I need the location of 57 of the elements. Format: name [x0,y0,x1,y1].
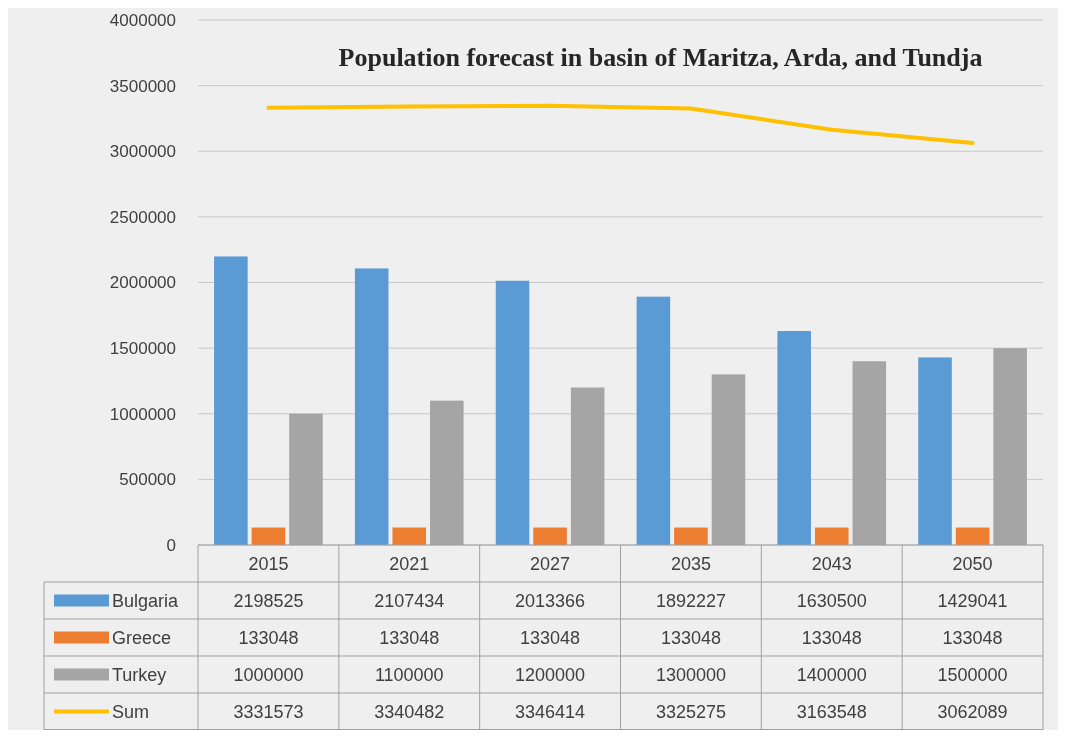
legend-label: Sum [112,701,150,722]
bar [251,527,286,545]
data-label: 2107434 [374,590,445,611]
y-tick-label: 1000000 [109,404,176,424]
data-label: 3346414 [515,701,586,722]
data-label: 2013366 [515,590,586,611]
data-label: 1500000 [937,664,1008,685]
data-label: 1200000 [515,664,586,685]
data-label: 2198525 [233,590,304,611]
y-tick-label: 1500000 [109,339,176,359]
text: Population forecast in basin of Maritza, Arda, and Tundja [338,43,983,72]
bar [814,527,849,545]
data-label: 1100000 [374,664,444,685]
bar [636,296,671,545]
x-tick-label: 2027 [530,553,571,574]
x-tick-label: 2015 [248,553,289,574]
bar [214,256,248,545]
x-tick-label: 2043 [811,553,852,574]
data-label: 3325275 [655,701,726,722]
data-label: 1300000 [655,664,726,685]
legend-label: Greece [112,627,172,648]
data-label: 133048 [520,627,581,648]
y-tick-label: 2000000 [109,273,176,293]
data-label: 133048 [942,627,1003,648]
bar [495,280,530,545]
y-tick-label: 500000 [119,470,176,490]
y-tick-label: 4000000 [109,10,176,30]
bar [777,331,811,545]
bar [918,357,952,545]
x-tick-label: 2035 [670,553,711,574]
y-tick-label: 2500000 [109,207,176,227]
data-label: 3163548 [796,701,867,722]
data-label: 3331573 [233,701,304,722]
data-label: 133048 [801,627,862,648]
y-tick-label: 3000000 [109,142,176,162]
x-tick-label: 2050 [952,553,993,574]
bar [392,527,427,545]
data-label: 3062089 [937,701,1008,722]
line-series [266,103,975,146]
bar [533,527,567,545]
legend-label: Bulgaria [112,590,180,611]
y-tick-label: 3500000 [109,76,176,96]
bar [354,268,389,545]
data-label: 1400000 [796,664,867,685]
data-label: 3340482 [374,701,445,722]
bar [674,527,708,545]
data-label: 1892227 [655,590,726,611]
data-label: 1630500 [796,590,867,611]
legend-label: Turkey [112,664,167,685]
data-label: 133048 [379,627,440,648]
data-label: 1429041 [937,590,1008,611]
data-label: 133048 [238,627,299,648]
x-tick-label: 2021 [389,553,430,574]
y-tick-label: 0 [166,535,176,555]
data-label: 1000000 [233,664,304,685]
bar [955,527,990,545]
data-label: 133048 [660,627,721,648]
